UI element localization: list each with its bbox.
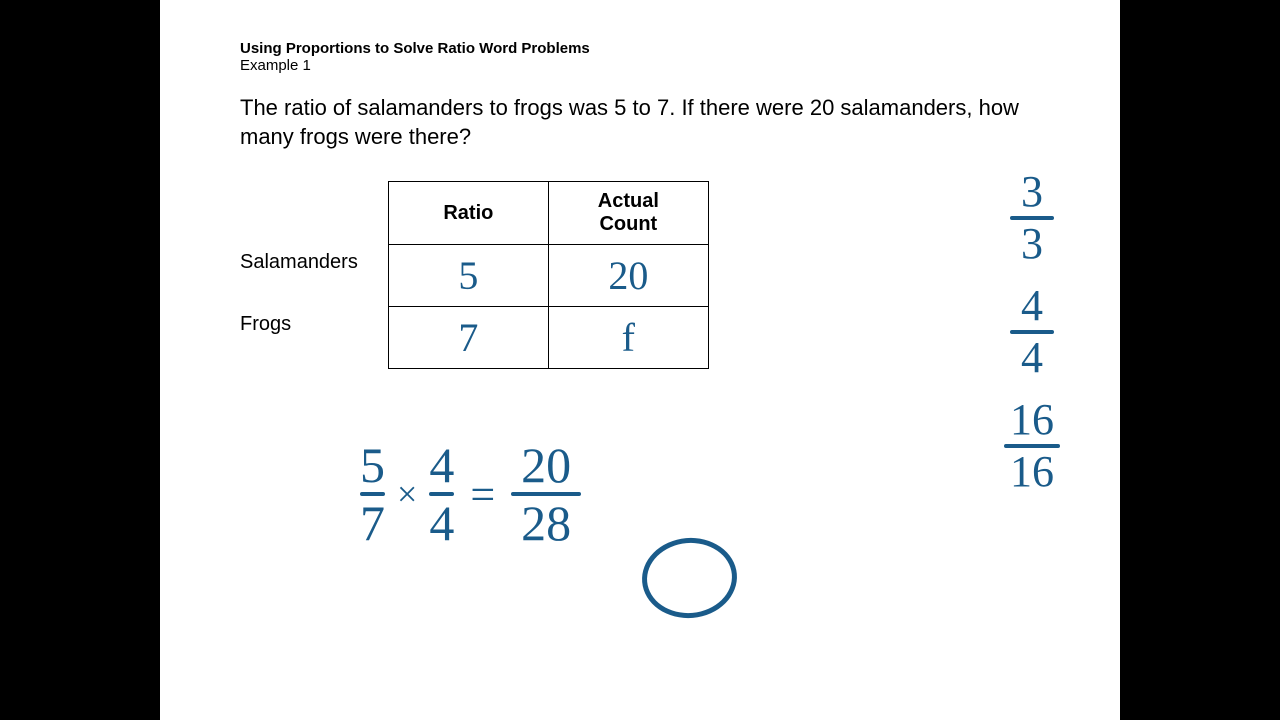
ratio-table: Ratio Actual Count 5 20 7 f <box>388 181 709 369</box>
row-labels: Salamanders Frogs <box>240 181 358 355</box>
row-label-frogs: Frogs <box>240 293 358 355</box>
equation-handwriting: 5 7 × 4 4 = 20 28 <box>360 440 581 548</box>
fraction-4-4: 4 4 <box>429 440 454 548</box>
page-subtitle: Example 1 <box>240 57 1040 74</box>
row-label-salamanders: Salamanders <box>240 231 358 293</box>
fraction-16-16: 16 16 <box>1004 398 1060 494</box>
table-row: 5 20 <box>388 245 708 307</box>
answer-circle <box>639 534 741 622</box>
col-header-ratio: Ratio <box>388 182 548 245</box>
document-page: Using Proportions to Solve Ratio Word Pr… <box>160 0 1120 720</box>
problem-text: The ratio of salamanders to frogs was 5 … <box>240 94 1040 151</box>
multiply-sign: × <box>393 473 421 515</box>
page-title: Using Proportions to Solve Ratio Word Pr… <box>240 40 1040 57</box>
table-row: 7 f <box>388 307 708 369</box>
fraction-3-3: 3 3 <box>1010 170 1054 266</box>
cell-salamanders-actual: 20 <box>548 245 708 307</box>
fraction-5-7: 5 7 <box>360 440 385 548</box>
cell-salamanders-ratio: 5 <box>388 245 548 307</box>
fraction-20-28: 20 28 <box>511 440 581 548</box>
equals-sign: = <box>462 469 503 520</box>
col-header-actual: Actual Count <box>548 182 708 245</box>
fraction-4-4: 4 4 <box>1010 284 1054 380</box>
table-area: Salamanders Frogs Ratio Actual Count 5 2… <box>240 181 1040 369</box>
side-fractions: 3 3 4 4 16 16 <box>1004 170 1060 494</box>
cell-frogs-ratio: 7 <box>388 307 548 369</box>
table-header-row: Ratio Actual Count <box>388 182 708 245</box>
content-area: Using Proportions to Solve Ratio Word Pr… <box>160 0 1120 369</box>
cell-frogs-actual: f <box>548 307 708 369</box>
